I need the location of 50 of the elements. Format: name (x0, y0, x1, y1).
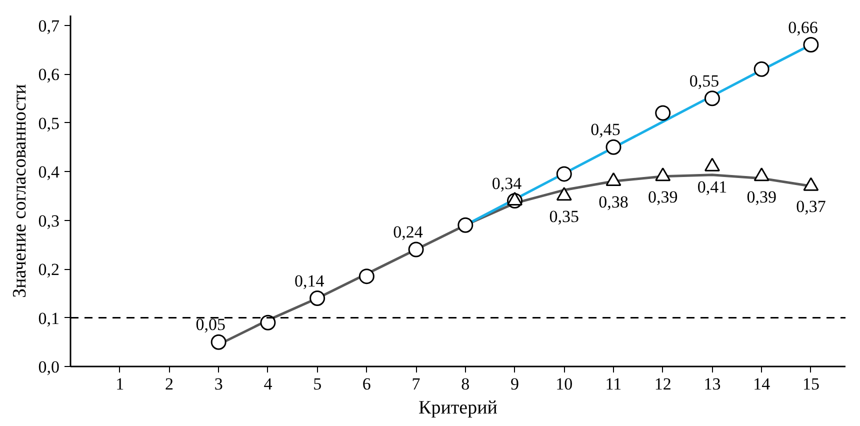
x-tick-label: 15 (802, 374, 820, 394)
y-tick-label: 0,1 (38, 308, 60, 328)
x-tick-label: 9 (510, 374, 520, 394)
y-tick-label: 0,4 (38, 162, 60, 182)
data-label: 0,37 (796, 197, 826, 216)
x-axis-title: Критерий (418, 398, 498, 418)
y-tick-label: 0,2 (38, 260, 60, 279)
x-tick-label: 12 (654, 374, 672, 394)
x-tick-label: 6 (362, 374, 371, 394)
point (606, 139, 622, 155)
data-label: 0,05 (196, 315, 226, 334)
x-tick-label: 10 (556, 374, 573, 394)
y-tick-label: 0,6 (38, 65, 60, 84)
data-label: 0,45 (590, 120, 620, 140)
x-tick-label: 5 (313, 374, 322, 394)
data-label: 0,35 (549, 206, 580, 226)
point (754, 61, 770, 77)
point (260, 314, 276, 330)
point (803, 37, 819, 52)
x-tick-label: 2 (164, 374, 174, 394)
x-tick-label: 1 (116, 374, 124, 394)
x-tick-label: 4 (264, 374, 273, 394)
data-label: 0,41 (697, 178, 728, 197)
data-label: 0,38 (598, 192, 628, 212)
data-label: 0,34 (492, 174, 522, 193)
y-tick-label: 0,5 (38, 114, 60, 133)
point (358, 268, 374, 284)
y-axis-title: Значение согласованности (9, 84, 30, 298)
x-tick-label: 7 (412, 374, 421, 394)
y-tick-label: 0,7 (38, 16, 60, 36)
data-label: 0,39 (648, 187, 678, 206)
point (210, 334, 226, 350)
x-tick-label: 3 (214, 374, 223, 394)
point (704, 90, 720, 106)
x-tick-label: 8 (461, 374, 470, 394)
point (310, 290, 326, 306)
data-label: 0,55 (689, 71, 720, 90)
point (458, 217, 474, 233)
data-label: 0,14 (294, 271, 325, 290)
y-tick-label: 0,0 (38, 358, 60, 376)
x-tick-label: 13 (704, 374, 721, 394)
x-tick-label: 14 (753, 374, 771, 394)
data-label: 0,66 (788, 18, 818, 37)
point (655, 105, 671, 121)
point (408, 242, 424, 258)
data-label: 0,39 (746, 187, 776, 206)
data-label: 0,24 (393, 222, 424, 242)
x-tick-label: 11 (605, 374, 622, 394)
y-tick-label: 0,3 (38, 211, 60, 230)
point (556, 166, 572, 182)
